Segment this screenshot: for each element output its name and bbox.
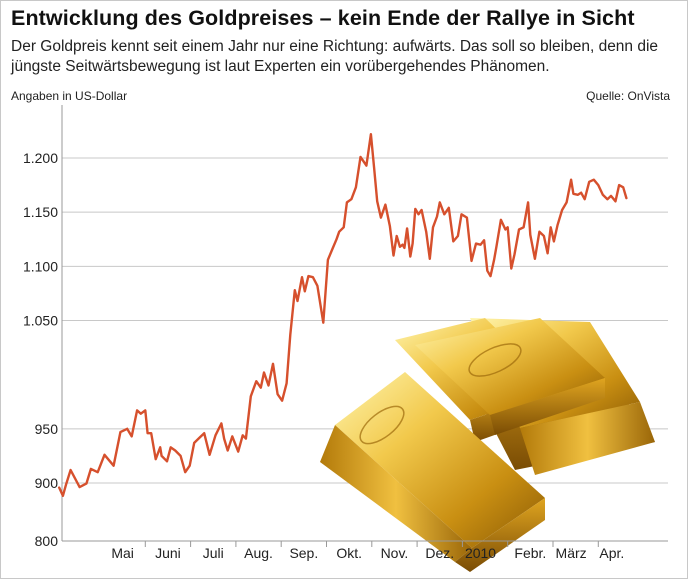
chart-title: Entwicklung des Goldpreises – kein Ende … bbox=[11, 6, 635, 30]
price-line-series bbox=[58, 132, 628, 497]
x-tick-label: Apr. bbox=[599, 545, 624, 561]
y-tick-label: 1.200 bbox=[23, 150, 58, 166]
chart-subtitle: Der Goldpreis kennt seit einem Jahr nur … bbox=[11, 38, 659, 75]
y-tick-label: 900 bbox=[35, 475, 59, 491]
x-tick-label: 2010 bbox=[465, 545, 496, 561]
x-tick-label: Aug. bbox=[244, 545, 273, 561]
axes: 800 900 950 1.050 1.100 1.150 1.200 Mai Juni Juli… bbox=[23, 105, 668, 561]
series-group bbox=[58, 132, 628, 497]
x-tick-label: Okt. bbox=[336, 545, 362, 561]
y-tick-label: 1.050 bbox=[23, 313, 58, 329]
x-tick-label: Febr. bbox=[514, 545, 546, 561]
x-tick-label: Dez. bbox=[425, 545, 454, 561]
source-note: Quelle: OnVista bbox=[586, 89, 670, 103]
x-tick-label: Nov. bbox=[381, 545, 409, 561]
y-tick-label: 950 bbox=[35, 421, 59, 437]
y-tick-label: 800 bbox=[35, 533, 59, 549]
x-tick-label: Juni bbox=[155, 545, 181, 561]
gold-bars-image bbox=[320, 318, 655, 572]
y-tick-label: 1.100 bbox=[23, 258, 58, 274]
x-tick-label: Mai bbox=[111, 545, 134, 561]
x-tick-label: Juli bbox=[203, 545, 224, 561]
unit-note: Angaben in US-Dollar bbox=[11, 89, 128, 103]
y-tick-label: 1.150 bbox=[23, 204, 58, 220]
x-tick-label: März bbox=[556, 545, 587, 561]
x-tick-label: Sep. bbox=[289, 545, 318, 561]
